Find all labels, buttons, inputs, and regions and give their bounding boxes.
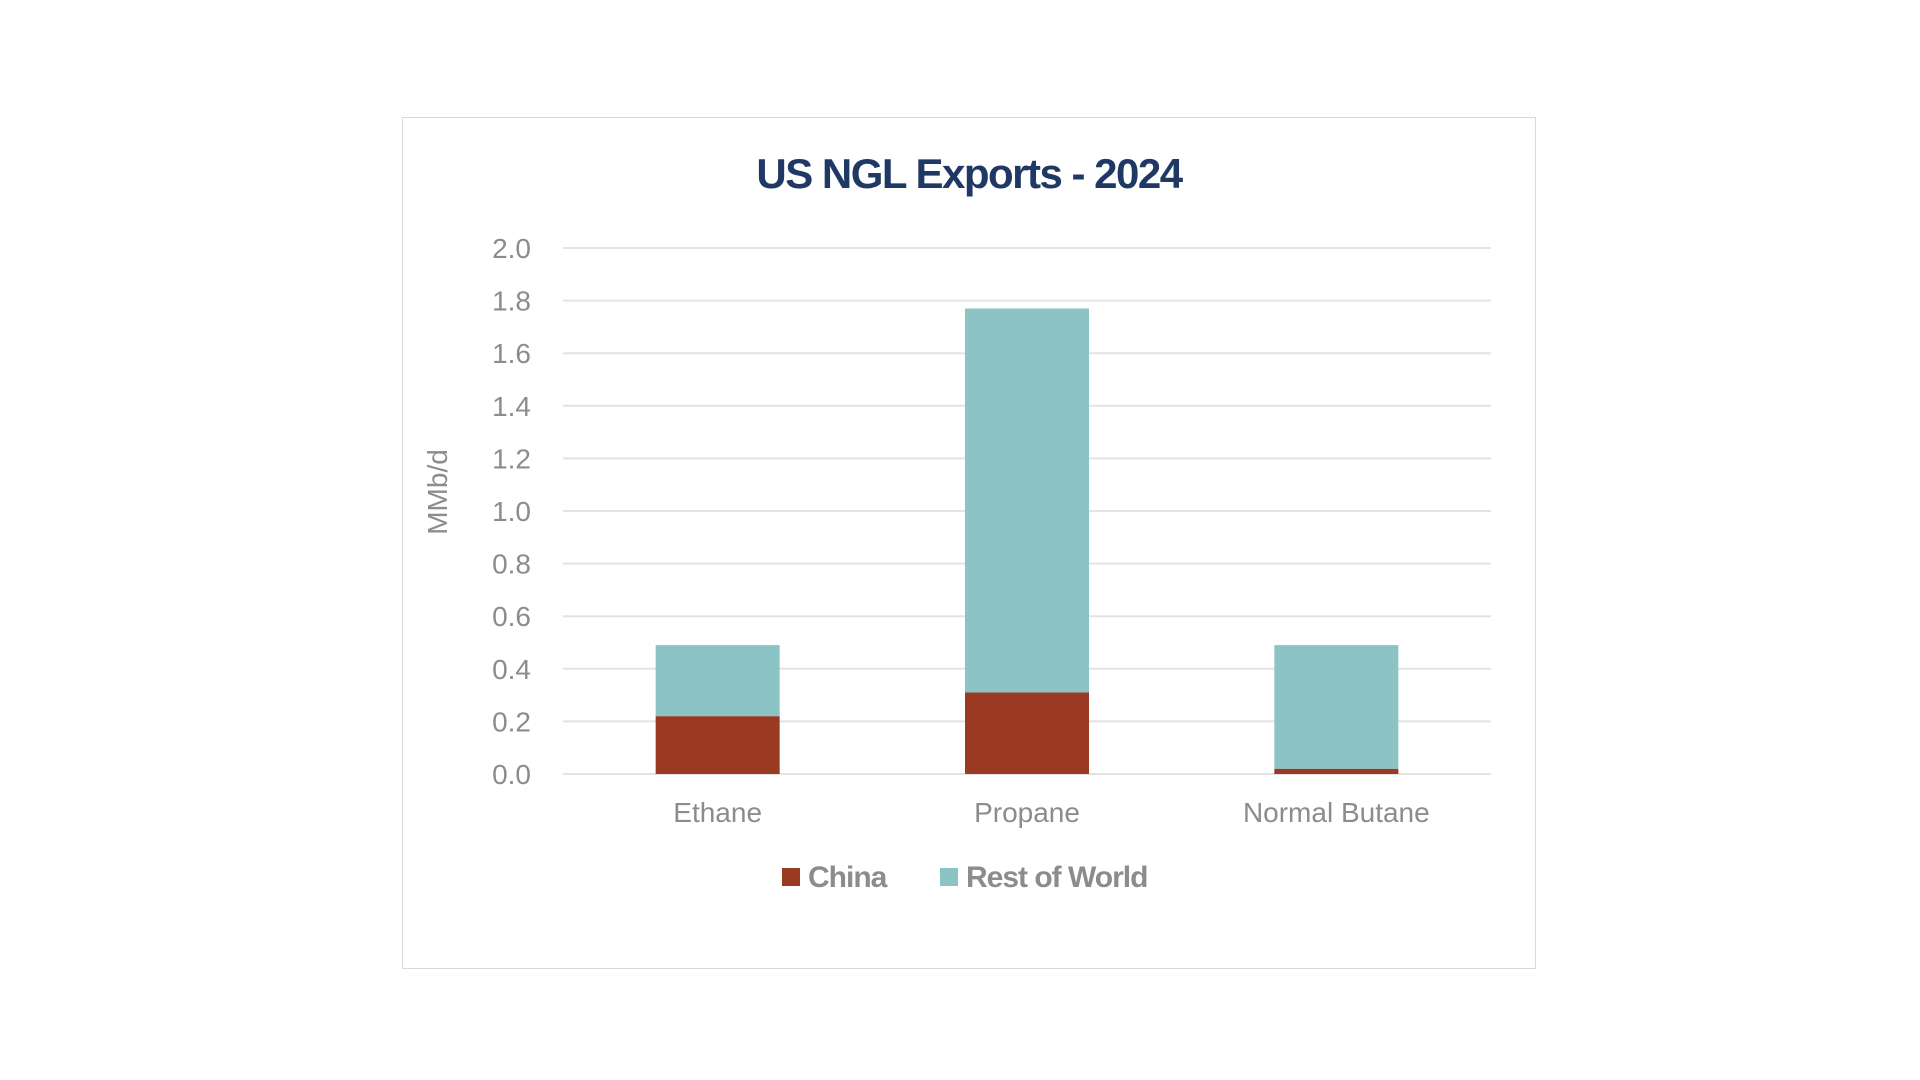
y-tick-label: 0.0 <box>492 759 531 790</box>
bar-ethane-china <box>655 716 780 774</box>
y-tick-label: 2.0 <box>492 233 531 264</box>
y-tick-label: 1.2 <box>492 443 531 474</box>
bar-propane-rest-of-world <box>965 308 1089 693</box>
chart-title: US NGL Exports - 2024 <box>756 150 1183 197</box>
y-tick-label: 1.0 <box>492 496 531 527</box>
y-tick-label: 0.6 <box>492 601 531 632</box>
legend-swatch-china <box>782 868 800 886</box>
chart-svg: US NGL Exports - 2024 MMb/d 0.0 0.2 0.4 0.6… <box>422 150 1491 894</box>
legend-label-china: China <box>808 861 888 894</box>
legend-label-rest-of-world: Rest of World <box>966 861 1147 894</box>
y-axis-ticks: 0.0 0.2 0.4 0.6 0.8 1.0 1.2 1.4 1.6 1.8 2.0 <box>492 233 531 790</box>
bars <box>655 308 1399 774</box>
y-tick-label: 1.8 <box>492 286 531 317</box>
bar-normal-butane-rest-of-world <box>1274 645 1399 769</box>
x-category-label: Ethane <box>673 797 762 828</box>
x-category-label: Propane <box>974 797 1080 828</box>
chart-frame: US NGL Exports - 2024 MMb/d 0.0 0.2 0.4 0.6… <box>402 117 1536 969</box>
bar-propane-china <box>965 692 1089 774</box>
y-tick-label: 1.6 <box>492 338 531 369</box>
legend: China Rest of World <box>782 861 1148 894</box>
x-axis-labels: Ethane Propane Normal Butane <box>673 797 1429 828</box>
y-tick-label: 0.8 <box>492 549 531 580</box>
y-tick-label: 0.4 <box>492 654 531 685</box>
legend-swatch-rest-of-world <box>940 868 958 886</box>
y-tick-label: 0.2 <box>492 706 531 737</box>
y-axis-label: MMb/d <box>422 449 453 535</box>
y-tick-label: 1.4 <box>492 391 531 422</box>
bar-ethane-rest-of-world <box>655 645 780 717</box>
bar-normal-butane-china <box>1274 768 1399 774</box>
x-category-label: Normal Butane <box>1243 797 1430 828</box>
